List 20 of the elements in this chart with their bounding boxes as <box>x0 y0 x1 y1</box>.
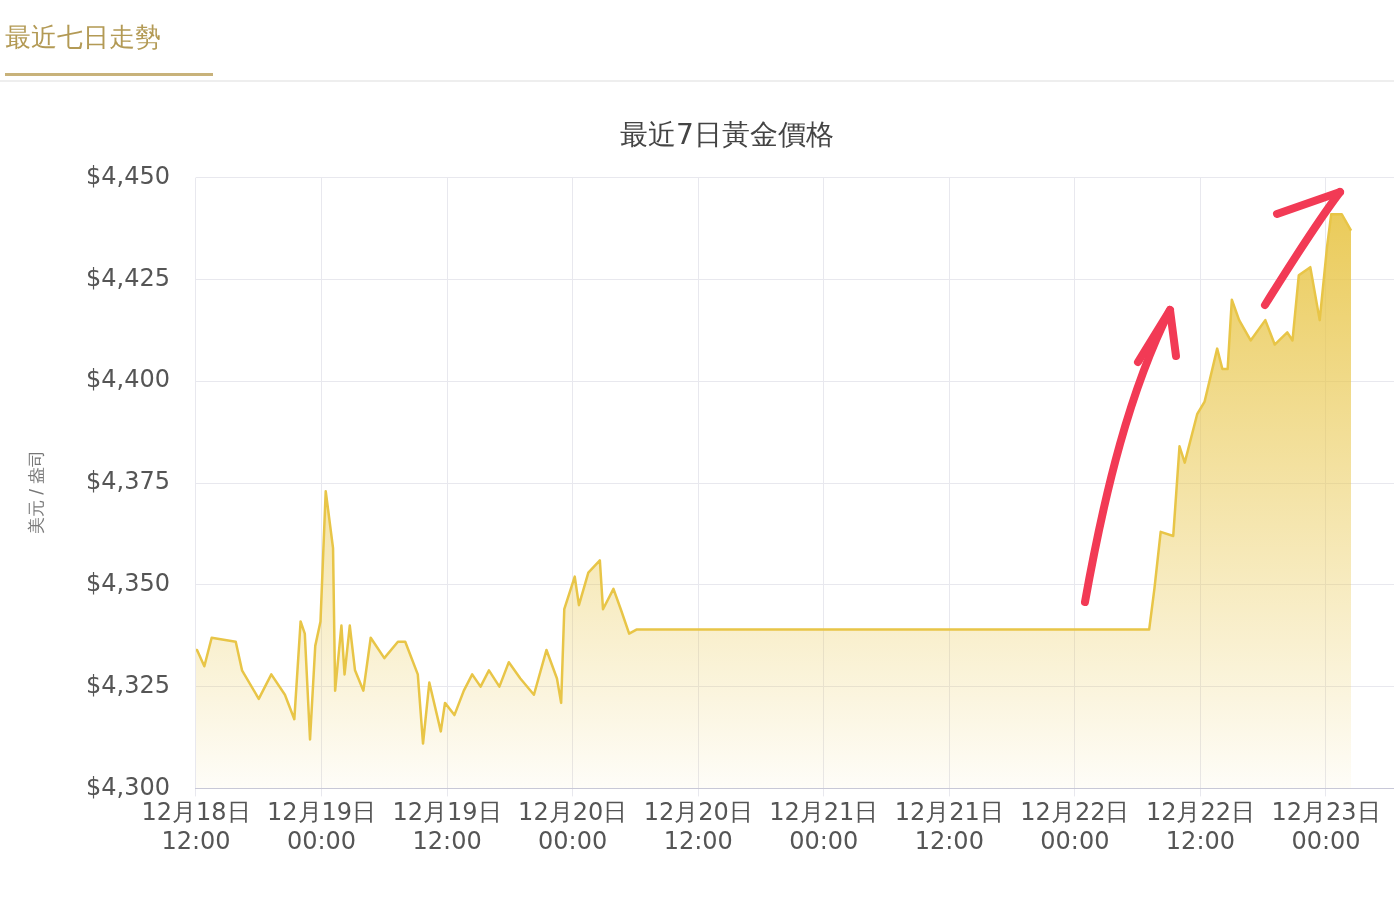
y-axis-title: 美元 / 盎司 <box>24 449 47 535</box>
x-tick-label: 12月20日 12:00 <box>643 798 753 855</box>
y-tick-label: $4,425 <box>85 263 170 292</box>
y-tick-label: $4,400 <box>85 365 170 394</box>
x-tick-label: 12月21日 12:00 <box>894 798 1004 855</box>
x-tick-label: 12月22日 00:00 <box>1020 798 1130 855</box>
y-tick-label: $4,300 <box>85 772 170 801</box>
x-tick-label: 12月21日 00:00 <box>769 798 879 855</box>
y-tick-label: $4,325 <box>85 670 170 699</box>
y-tick-label: $4,375 <box>85 467 170 496</box>
y-tick-label: $4,350 <box>85 569 170 598</box>
x-tick-label: 12月19日 00:00 <box>266 798 377 855</box>
chart-title: 最近7日黃金價格 <box>620 118 834 152</box>
x-tick-label: 12月19日 12:00 <box>392 798 502 855</box>
y-tick-label: $4,450 <box>85 161 170 190</box>
text: 最近七日走勢 <box>5 20 213 76</box>
x-tick-label: 12月18日 12:00 <box>141 798 251 855</box>
x-tick-label: 12月23日 00:00 <box>1271 798 1381 855</box>
x-tick-label: 12月22日 12:00 <box>1145 798 1255 855</box>
x-tick-label: 12月20日 00:00 <box>518 798 628 855</box>
